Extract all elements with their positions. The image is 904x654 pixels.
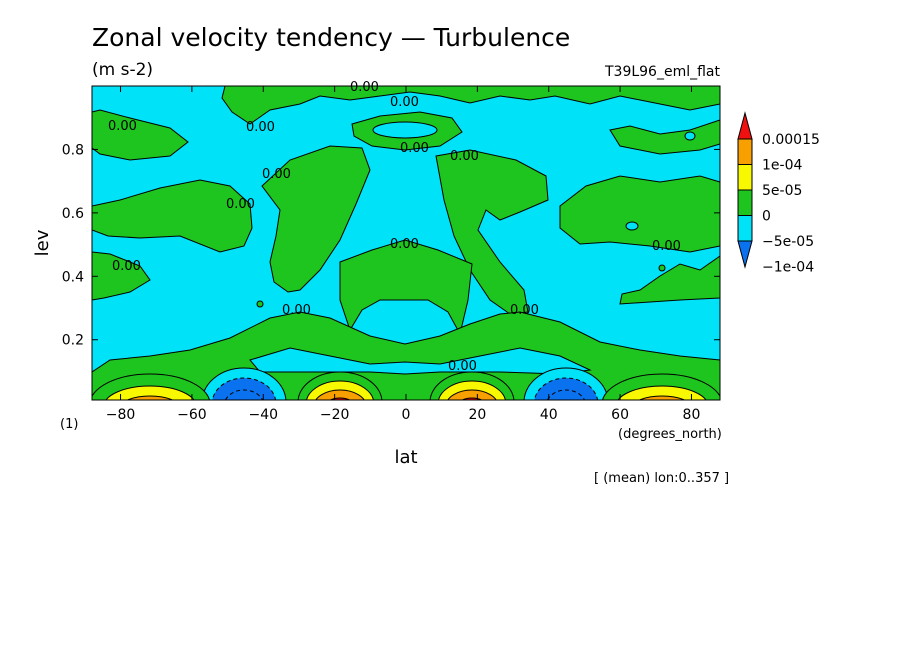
colorbar-label: −1e-04 bbox=[762, 260, 814, 276]
contour-label: 0.00 bbox=[390, 237, 419, 252]
positive-region bbox=[619, 255, 720, 305]
colorbar: 0.00015 1e-04 5e-05 0 −5e-05 −1e-04 bbox=[737, 111, 820, 276]
x-tick-label: 0 bbox=[402, 407, 411, 423]
footnote: [ (mean) lon:0..357 ] bbox=[594, 471, 729, 486]
positive-region bbox=[602, 373, 720, 400]
positive-region bbox=[617, 385, 707, 400]
contour-label: 0.00 bbox=[262, 167, 291, 182]
colorbar-label: 0.00015 bbox=[762, 132, 820, 148]
experiment-label: T39L96_eml_flat bbox=[604, 64, 721, 80]
colorbar-arrow-bottom bbox=[737, 240, 753, 269]
contour-label: 0.00 bbox=[350, 80, 379, 95]
positive-region bbox=[92, 109, 189, 161]
colorbar-segment bbox=[737, 215, 753, 242]
colorbar-label: −5e-05 bbox=[762, 234, 814, 250]
positive-region bbox=[261, 145, 371, 293]
contour-label: 0.00 bbox=[450, 149, 479, 164]
figure-index: (1) bbox=[60, 417, 78, 432]
x-tick-label: −40 bbox=[248, 407, 278, 423]
contour-label: 0.00 bbox=[390, 95, 419, 110]
colorbar-segment bbox=[737, 164, 753, 191]
positive-region bbox=[256, 300, 264, 308]
contour-labels: 0.00 0.00 0.00 0.00 0.00 0.00 0.00 0.00 … bbox=[108, 80, 681, 374]
y-axis-label: lev bbox=[32, 229, 53, 256]
x-tick-label: 40 bbox=[540, 407, 558, 423]
x-tick-label: −60 bbox=[177, 407, 207, 423]
positive-region bbox=[92, 179, 253, 253]
positive-region bbox=[638, 395, 686, 400]
positive-region bbox=[559, 175, 720, 253]
y-axis: 0.2 0.4 0.6 0.8 bbox=[62, 142, 720, 349]
y-tick-label: 0.6 bbox=[62, 206, 84, 222]
contour-label: 0.00 bbox=[282, 303, 311, 318]
x-tick-label: 20 bbox=[468, 407, 486, 423]
negative-region bbox=[372, 121, 438, 139]
x-tick-label: 80 bbox=[683, 407, 701, 423]
chart-title: Zonal velocity tendency — Turbulence bbox=[92, 23, 570, 52]
y-tick-label: 0.2 bbox=[62, 333, 84, 349]
x-axis-units: (degrees_north) bbox=[618, 427, 722, 442]
contour-field bbox=[92, 86, 720, 400]
x-tick-label: 60 bbox=[611, 407, 629, 423]
positive-region bbox=[339, 239, 473, 336]
colorbar-segment bbox=[737, 138, 753, 165]
contour-label: 0.00 bbox=[448, 359, 477, 374]
positive-region bbox=[105, 385, 195, 400]
x-axis: −80 −60 −40 −20 0 20 40 60 80 bbox=[106, 86, 701, 423]
colorbar-label: 0 bbox=[762, 209, 771, 225]
negative-region bbox=[546, 389, 586, 400]
negative-region bbox=[684, 131, 696, 141]
positive-region bbox=[447, 389, 497, 400]
negative-region bbox=[224, 389, 264, 400]
contour-label: 0.00 bbox=[400, 141, 429, 156]
colorbar-label: 5e-05 bbox=[762, 183, 802, 199]
colorbar-arrow-top bbox=[737, 111, 753, 140]
positive-region bbox=[609, 119, 720, 155]
positive-region bbox=[126, 395, 174, 400]
x-axis-label: lat bbox=[394, 447, 417, 468]
contour-label: 0.00 bbox=[108, 119, 137, 134]
y-tick-label: 0.8 bbox=[62, 142, 84, 158]
positive-region bbox=[658, 264, 666, 272]
negative-region bbox=[533, 377, 599, 400]
x-tick-label: −80 bbox=[106, 407, 136, 423]
colorbar-segment bbox=[737, 189, 753, 216]
negative-region bbox=[249, 347, 592, 375]
positive-region bbox=[92, 373, 210, 400]
negative-region bbox=[211, 377, 277, 400]
x-tick-label: −20 bbox=[320, 407, 350, 423]
negative-region bbox=[625, 221, 639, 231]
contour-label: 0.00 bbox=[226, 197, 255, 212]
positive-region bbox=[315, 389, 365, 400]
positive-region bbox=[221, 86, 720, 125]
y-tick-label: 0.4 bbox=[62, 269, 84, 285]
contour-label: 0.00 bbox=[510, 303, 539, 318]
contour-label: 0.00 bbox=[652, 239, 681, 254]
contour-label: 0.00 bbox=[112, 259, 141, 274]
chart-units: (m s-2) bbox=[92, 60, 153, 80]
contour-label: 0.00 bbox=[246, 120, 275, 135]
positive-region bbox=[92, 251, 151, 301]
colorbar-label: 1e-04 bbox=[762, 158, 802, 174]
